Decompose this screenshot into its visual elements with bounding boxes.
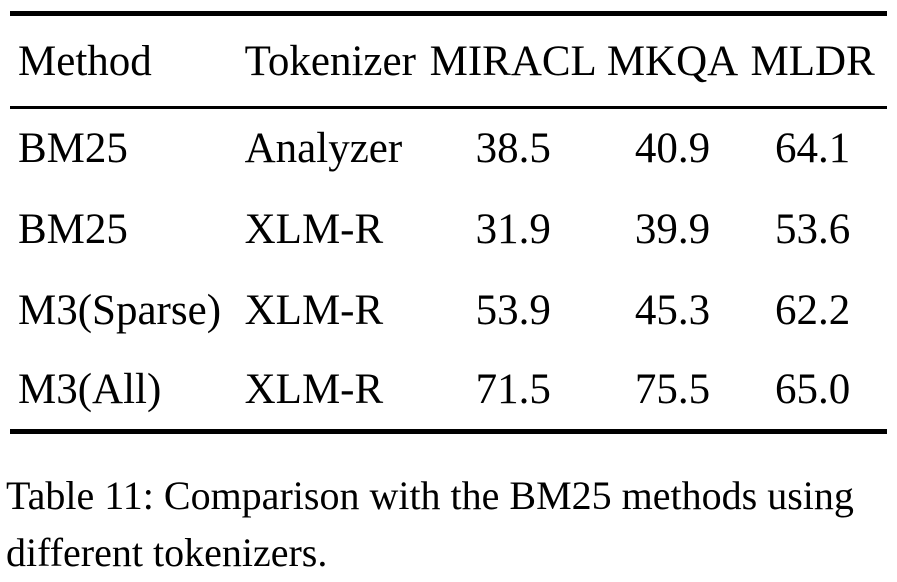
cell-miracl: 38.5 (475, 125, 551, 173)
cell-tokenizer: XLM-R (244, 366, 384, 414)
comparison-table: Method Tokenizer MIRACL MKQA MLDR BM25 A… (10, 11, 887, 434)
cell-mkqa: 39.9 (634, 205, 711, 253)
column-header-miracl: MIRACL (429, 37, 597, 85)
cell-mkqa: 45.3 (634, 286, 711, 334)
table-body: BM25 Analyzer 38.5 40.9 64.1 BM25 XLM-R … (10, 108, 887, 432)
cell-mldr: 64.1 (775, 125, 851, 173)
cell-miracl: 71.5 (475, 366, 551, 414)
cell-mldr: 65.0 (775, 366, 851, 414)
column-header-mkqa: MKQA (606, 37, 739, 85)
cell-mkqa: 40.9 (634, 125, 711, 173)
cell-tokenizer: XLM-R (244, 286, 384, 334)
header-row: Method Tokenizer MIRACL MKQA MLDR (10, 14, 887, 108)
cell-miracl: 31.9 (475, 205, 551, 253)
cell-mldr: 53.6 (775, 205, 851, 253)
table-row: M3(Sparse) XLM-R 53.9 45.3 62.2 (10, 270, 887, 351)
cell-method: BM25 (18, 125, 128, 173)
cell-method: M3(Sparse) (18, 286, 222, 334)
table-row: BM25 XLM-R 31.9 39.9 53.6 (10, 189, 887, 270)
table-row: M3(All) XLM-R 71.5 75.5 65.0 (10, 351, 887, 432)
column-header-method: Method (18, 37, 152, 85)
cell-method: M3(All) (18, 366, 162, 414)
cell-tokenizer: Analyzer (244, 125, 403, 173)
cell-tokenizer: XLM-R (244, 205, 384, 253)
table-caption: Table 11: Comparison with the BM25 metho… (6, 473, 854, 575)
cell-method: BM25 (18, 205, 128, 253)
cell-miracl: 53.9 (475, 286, 551, 334)
cell-mkqa: 75.5 (634, 366, 711, 414)
table-row: BM25 Analyzer 38.5 40.9 64.1 (10, 108, 887, 189)
column-header-tokenizer: Tokenizer (244, 37, 416, 85)
column-header-mldr: MLDR (750, 37, 875, 85)
table-header: Method Tokenizer MIRACL MKQA MLDR (10, 14, 887, 108)
cell-mldr: 62.2 (775, 286, 851, 334)
